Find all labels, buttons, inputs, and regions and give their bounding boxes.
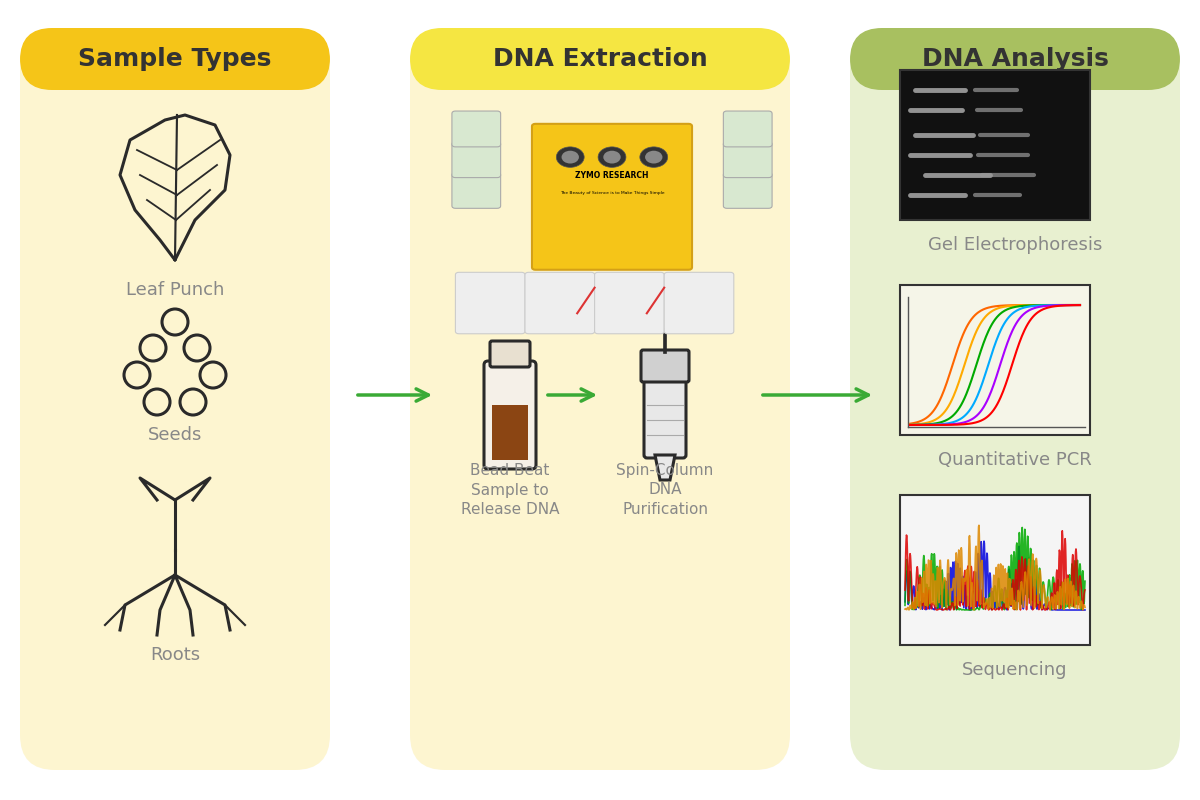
FancyBboxPatch shape	[595, 272, 665, 334]
FancyBboxPatch shape	[900, 495, 1090, 645]
Text: DNA Extraction: DNA Extraction	[493, 47, 707, 71]
Circle shape	[604, 150, 620, 163]
FancyBboxPatch shape	[532, 124, 692, 270]
Text: Seeds: Seeds	[148, 426, 202, 444]
Text: Quantitative PCR: Quantitative PCR	[938, 451, 1092, 469]
Text: Gel Electrophoresis: Gel Electrophoresis	[928, 236, 1102, 254]
FancyBboxPatch shape	[724, 173, 772, 208]
FancyBboxPatch shape	[900, 285, 1090, 435]
Text: Leaf Punch: Leaf Punch	[126, 281, 224, 299]
FancyBboxPatch shape	[20, 28, 330, 90]
FancyBboxPatch shape	[452, 111, 500, 147]
FancyBboxPatch shape	[724, 142, 772, 178]
Circle shape	[562, 150, 578, 163]
Text: Spin-Column
DNA
Purification: Spin-Column DNA Purification	[617, 462, 714, 518]
FancyBboxPatch shape	[900, 70, 1090, 220]
FancyBboxPatch shape	[850, 28, 1180, 90]
FancyBboxPatch shape	[456, 272, 526, 334]
FancyBboxPatch shape	[20, 30, 330, 770]
Text: ZYMO RESEARCH: ZYMO RESEARCH	[575, 170, 649, 179]
FancyBboxPatch shape	[641, 350, 689, 382]
Circle shape	[646, 150, 662, 163]
FancyBboxPatch shape	[452, 142, 500, 178]
FancyBboxPatch shape	[665, 272, 734, 334]
Text: The Beauty of Science is to Make Things Simple: The Beauty of Science is to Make Things …	[559, 191, 665, 195]
Polygon shape	[655, 455, 674, 480]
Text: Roots: Roots	[150, 646, 200, 664]
FancyBboxPatch shape	[484, 361, 536, 469]
Circle shape	[640, 147, 667, 167]
FancyBboxPatch shape	[526, 272, 595, 334]
Text: Sample Types: Sample Types	[78, 47, 271, 71]
FancyBboxPatch shape	[410, 30, 790, 770]
FancyBboxPatch shape	[644, 377, 686, 458]
FancyBboxPatch shape	[492, 405, 528, 460]
FancyBboxPatch shape	[410, 28, 790, 90]
FancyBboxPatch shape	[724, 111, 772, 147]
Circle shape	[557, 147, 584, 167]
FancyBboxPatch shape	[850, 30, 1180, 770]
Text: Bead Beat
Sample to
Release DNA: Bead Beat Sample to Release DNA	[461, 462, 559, 518]
FancyBboxPatch shape	[452, 173, 500, 208]
FancyBboxPatch shape	[490, 341, 530, 367]
Text: DNA Analysis: DNA Analysis	[922, 47, 1109, 71]
Text: Sequencing: Sequencing	[962, 661, 1068, 679]
Circle shape	[598, 147, 626, 167]
